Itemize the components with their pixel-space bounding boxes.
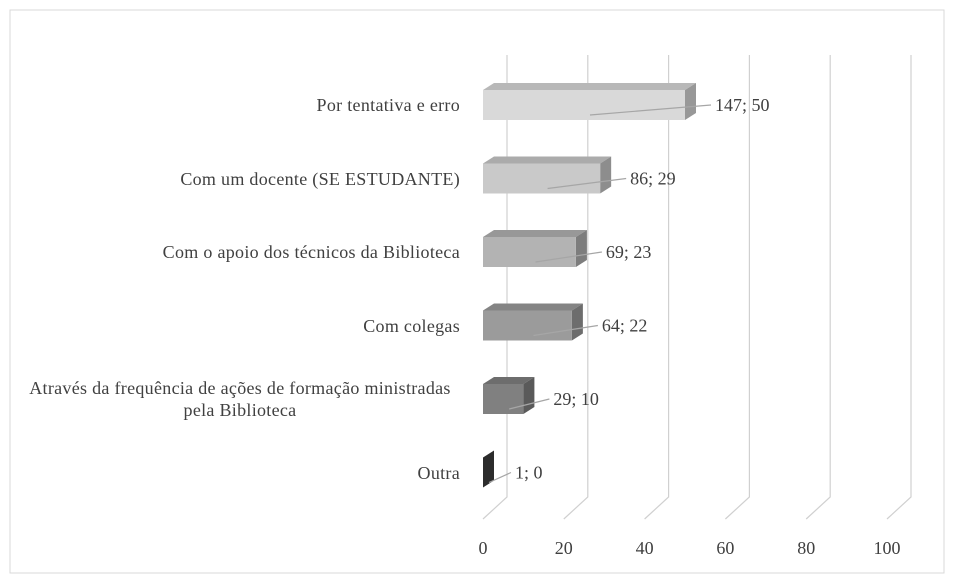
x-tick-label: 20 (555, 538, 573, 558)
bar (483, 163, 601, 194)
chart-border (9, 9, 945, 574)
category-label-box: Outra (20, 443, 460, 503)
data-label: 147; 50 (715, 95, 770, 115)
bar-side (483, 450, 494, 488)
category-label-box: Com o apoio dos técnicos da Biblioteca (20, 222, 460, 282)
bar-top (483, 156, 612, 164)
grid-line (563, 55, 589, 520)
grid-line (482, 55, 508, 520)
data-label: 86; 29 (630, 169, 676, 189)
bar-top (483, 230, 587, 237)
y-tick-label: Outra (417, 462, 460, 483)
bar-top (483, 303, 583, 311)
bar-side (600, 156, 612, 194)
data-label: 1; 0 (515, 463, 543, 483)
x-tick-label: 0 (479, 538, 488, 558)
leader-line (535, 251, 603, 263)
x-tick-label: 80 (797, 538, 815, 558)
x-tick-label: 40 (636, 538, 654, 558)
category-label-box: Através da frequência de ações de formaç… (20, 369, 460, 429)
grid-line (724, 55, 750, 520)
bar-side (571, 303, 583, 341)
leader-line (533, 324, 598, 337)
bar-side (575, 230, 587, 267)
bar (483, 384, 524, 414)
bar (483, 90, 685, 120)
grid-line (644, 55, 670, 520)
y-tick-label: Com colegas (363, 315, 460, 336)
category-label-box: Com um docente (SE ESTUDANTE) (20, 149, 460, 209)
bar-top (483, 83, 696, 90)
y-tick-label: Com o apoio dos técnicos da Biblioteca (162, 242, 460, 262)
x-tick-label: 100 (874, 538, 901, 558)
data-label: 69; 23 (606, 242, 652, 262)
data-label: 29; 10 (553, 389, 599, 409)
y-tick-label: Com um docente (SE ESTUDANTE) (180, 168, 460, 189)
bar-side (685, 83, 696, 120)
bar (483, 310, 572, 341)
bar-top (483, 377, 535, 384)
leader-line (547, 177, 627, 190)
grid-line (886, 55, 912, 520)
leader-line (509, 398, 550, 410)
y-tick-label: Através da frequência de ações de formaç… (29, 378, 451, 420)
bar (483, 237, 576, 267)
leader-line (589, 104, 712, 116)
x-tick-label: 60 (716, 538, 734, 558)
data-label: 64; 22 (602, 316, 648, 336)
y-tick-label: Por tentativa e erro (316, 95, 460, 115)
leader-line (488, 471, 512, 484)
grid-line (805, 55, 831, 520)
category-label-box: Com colegas (20, 296, 460, 356)
category-label-box: Por tentativa e erro (20, 75, 460, 135)
